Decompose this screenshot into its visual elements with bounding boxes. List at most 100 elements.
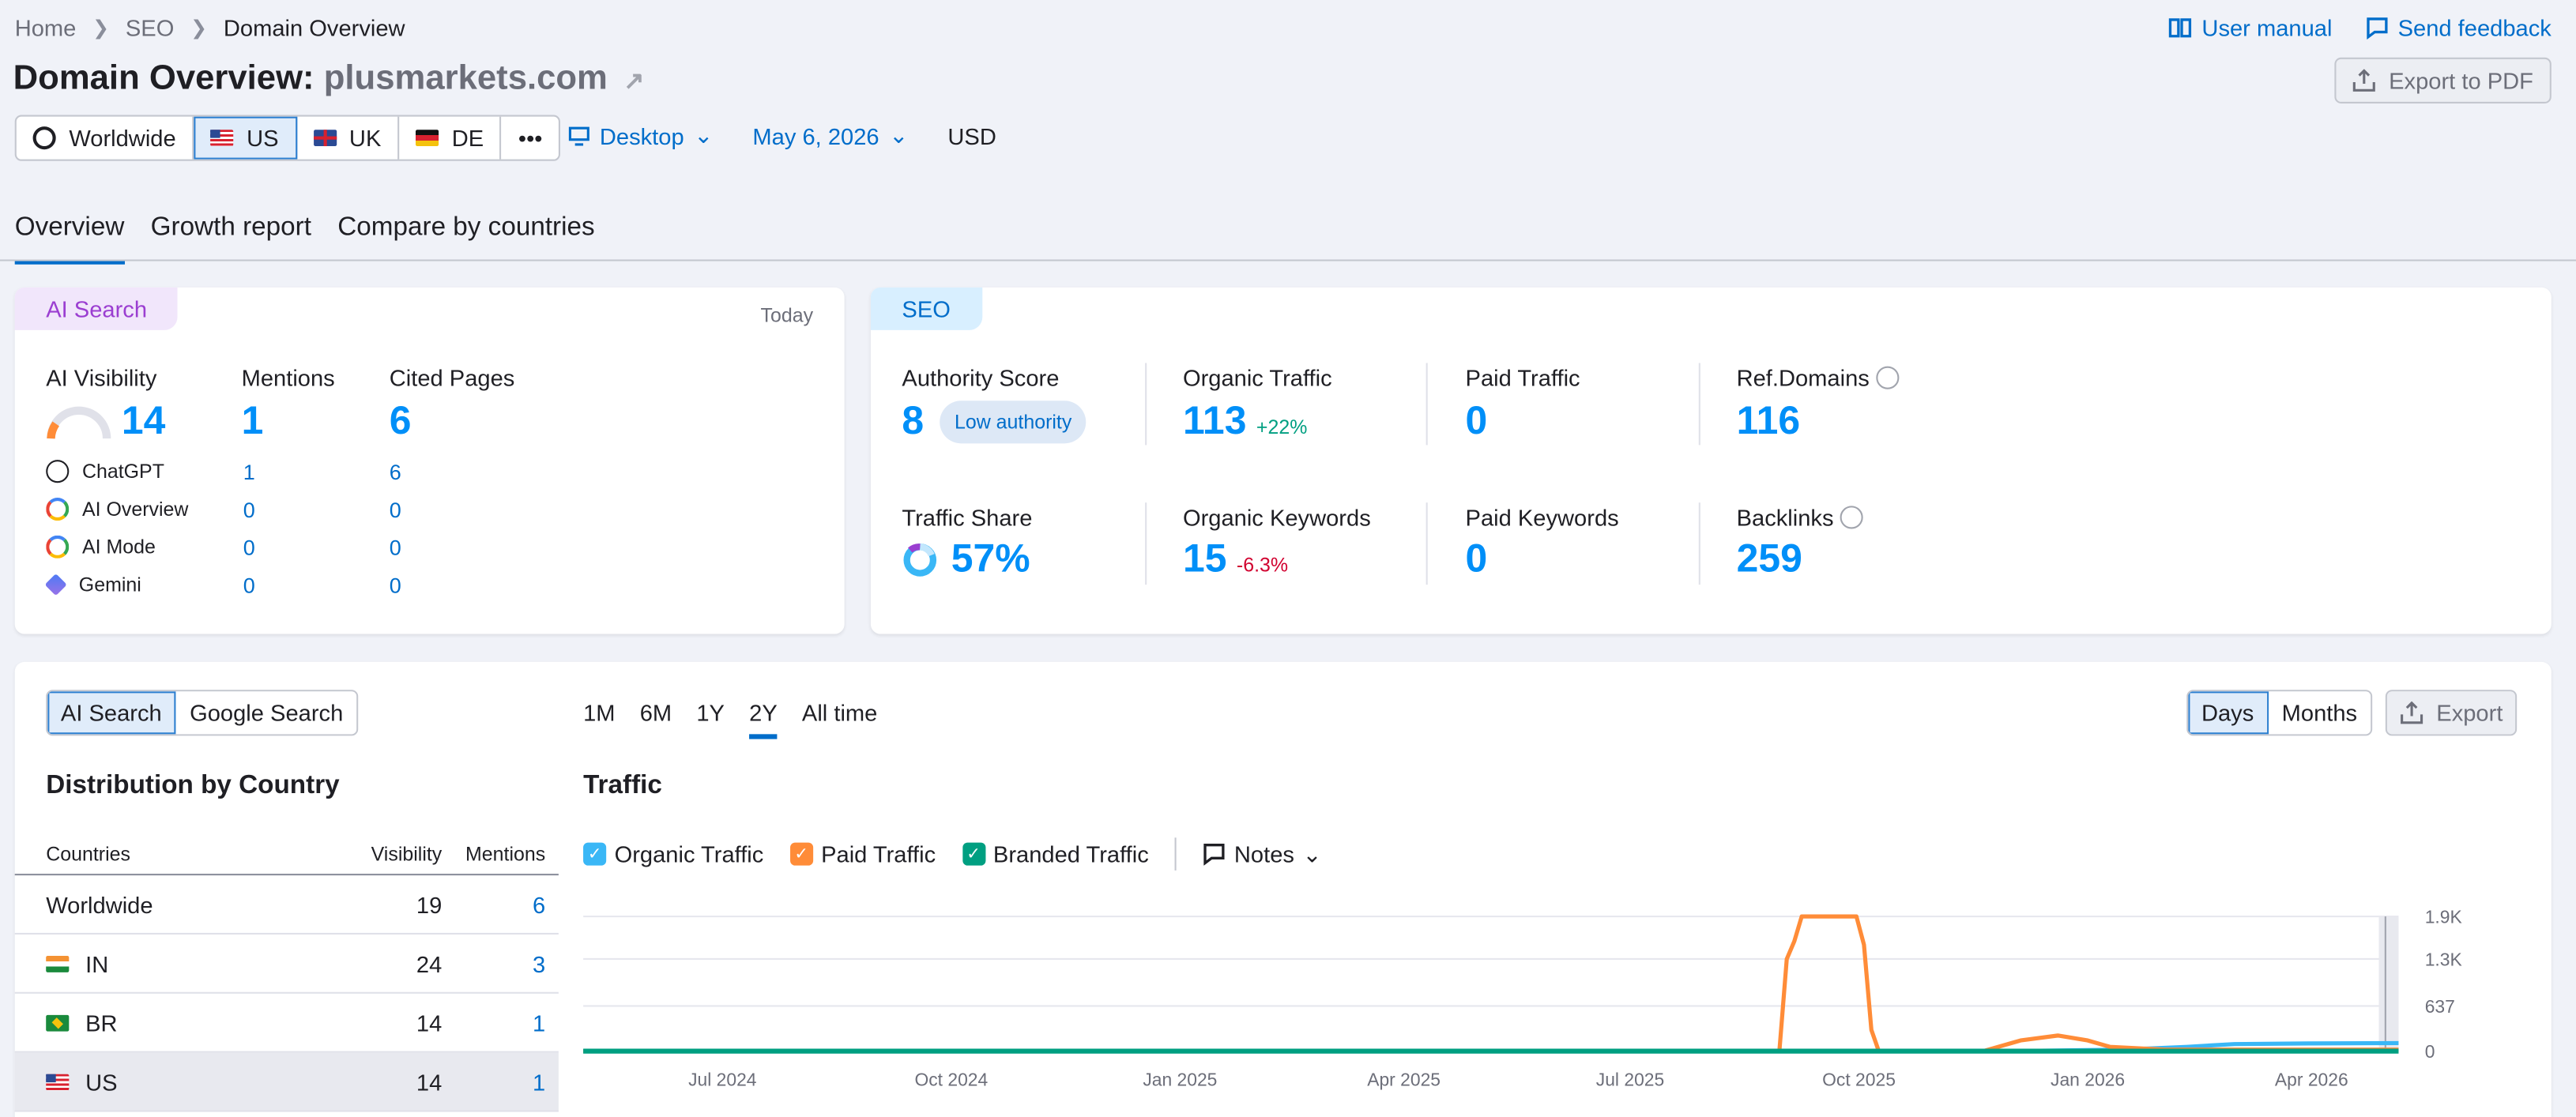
more-countries-button[interactable]: ••• (502, 117, 559, 160)
ai-row-cited[interactable]: 6 (389, 460, 401, 485)
table-row[interactable]: IN 24 3 (14, 935, 559, 994)
external-link-icon[interactable]: ↗ (623, 67, 645, 96)
ai-search-card: AI Search Today AI Visibility 14 Mention… (14, 287, 845, 634)
legend-organic[interactable]: ✓ Organic Traffic (583, 841, 763, 867)
globe-info-icon[interactable] (1840, 506, 1863, 529)
table-row[interactable]: US 14 1 (14, 1052, 559, 1112)
distribution-table: Countries Visibility Mentions Worldwide … (14, 833, 559, 1112)
legend-branded[interactable]: ✓ Branded Traffic (962, 841, 1149, 867)
country-uk[interactable]: UK (296, 116, 400, 160)
tab-compare-by-countries[interactable]: Compare by countries (337, 213, 595, 242)
ai-row-mentions[interactable]: 1 (243, 460, 255, 485)
chatgpt-icon (46, 460, 70, 483)
uk-flag-icon (313, 130, 337, 147)
ai-row-cited[interactable]: 0 (389, 573, 401, 598)
device-dropdown[interactable]: Desktop ⌄ (568, 122, 714, 149)
traffic-share-donut-icon (903, 543, 937, 577)
gemini-icon (44, 574, 67, 596)
row-mentions[interactable]: 1 (533, 1009, 546, 1036)
header-visibility[interactable]: Visibility (371, 841, 443, 865)
cited-pages-value[interactable]: 6 (389, 399, 412, 444)
chevron-right-icon: ❯ (92, 16, 110, 39)
ai-visibility-label: AI Visibility (46, 364, 157, 391)
export-pdf-button[interactable]: Export to PDF (2334, 57, 2552, 103)
notes-dropdown[interactable]: Notes ⌄ (1203, 840, 1322, 867)
google-icon (46, 535, 70, 558)
source-google-search[interactable]: Google Search (176, 691, 356, 735)
period-6m[interactable]: 6M (639, 699, 672, 726)
cited-pages-label: Cited Pages (389, 364, 515, 391)
organic-traffic-value[interactable]: 113 (1182, 399, 1247, 444)
ai-row-cited[interactable]: 0 (389, 497, 401, 523)
x-tick-label: Apr 2025 (1367, 1069, 1441, 1089)
breadcrumb-home[interactable]: Home (14, 14, 77, 41)
traffic-panel: AI Search Google Search Distribution by … (14, 661, 2552, 1117)
ai-row-mentions[interactable]: 0 (243, 497, 255, 523)
period-1m[interactable]: 1M (583, 699, 616, 726)
export-button-inner: Export (2386, 691, 2517, 735)
ai-row-mentions[interactable]: 0 (243, 535, 255, 560)
ref-domains-value[interactable]: 116 (1736, 399, 1801, 444)
x-tick-label: Jul 2025 (1596, 1069, 1664, 1089)
backlinks-label: Backlinks (1736, 504, 1834, 531)
header-countries[interactable]: Countries (46, 841, 130, 865)
row-mentions[interactable]: 6 (533, 890, 546, 918)
export-button[interactable]: Export (2385, 690, 2518, 736)
paid-traffic-value[interactable]: 0 (1465, 399, 1488, 444)
date-dropdown[interactable]: May 6, 2026 ⌄ (752, 122, 908, 149)
period-1y[interactable]: 1Y (696, 699, 725, 726)
globe-info-icon[interactable] (1876, 366, 1900, 389)
country-us[interactable]: US (194, 116, 297, 160)
user-manual-label: User manual (2201, 14, 2333, 41)
y-tick-label: 0 (2425, 1041, 2435, 1062)
authority-badge: Low authority (940, 401, 1087, 444)
series-line-paid-traffic[interactable] (583, 914, 2399, 1054)
legend-paid[interactable]: ✓ Paid Traffic (789, 841, 936, 867)
ai-visibility-value[interactable]: 14 (121, 399, 166, 444)
authority-score-value[interactable]: 8 (902, 399, 925, 444)
header-mentions[interactable]: Mentions (465, 841, 546, 865)
ai-row-ai-mode: AI Mode (46, 535, 156, 558)
mentions-value[interactable]: 1 (241, 399, 264, 444)
row-mentions[interactable]: 3 (533, 950, 546, 977)
granularity-months[interactable]: Months (2269, 691, 2371, 735)
tab-overview[interactable]: Overview (14, 213, 125, 265)
paid-keywords-value[interactable]: 0 (1465, 536, 1488, 581)
period-2y[interactable]: 2Y (749, 700, 778, 739)
row-country: IN (46, 950, 343, 976)
in-flag-icon (46, 954, 70, 972)
legend-label: Organic Traffic (614, 841, 764, 867)
ai-row-name: Gemini (78, 573, 141, 596)
br-flag-icon (46, 1014, 70, 1031)
divider (1425, 363, 1428, 446)
backlinks-value[interactable]: 259 (1736, 536, 1802, 581)
legend-label: Branded Traffic (992, 841, 1149, 867)
breadcrumb-seo[interactable]: SEO (125, 14, 175, 41)
granularity-days[interactable]: Days (2188, 691, 2269, 735)
table-row[interactable]: BR 14 1 (14, 994, 559, 1053)
source-ai-search[interactable]: AI Search (47, 691, 177, 735)
traffic-share-value[interactable]: 57% (951, 536, 1030, 581)
globe-icon (32, 126, 56, 150)
chevron-right-icon: ❯ (190, 16, 208, 39)
country-worldwide[interactable]: Worldwide (17, 116, 194, 160)
row-mentions[interactable]: 1 (533, 1068, 546, 1095)
y-tick-label: 1.3K (2425, 949, 2462, 969)
period-all-time[interactable]: All time (801, 699, 878, 726)
chart-legend: ✓ Organic Traffic ✓ Paid Traffic ✓ Branded … (583, 837, 1322, 871)
comment-icon (1203, 844, 1226, 866)
ai-row-cited[interactable]: 0 (389, 535, 401, 560)
tabs: Overview Growth report Compare by countr… (14, 213, 595, 265)
organic-keywords-value[interactable]: 15 (1182, 536, 1227, 581)
page-title-domain[interactable]: plusmarkets.com (323, 58, 608, 97)
country-label: DE (451, 125, 484, 152)
user-manual-link[interactable]: User manual (2169, 14, 2333, 41)
ai-row-mentions[interactable]: 0 (243, 573, 255, 598)
send-feedback-link[interactable]: Send feedback (2365, 15, 2552, 41)
tab-growth-report[interactable]: Growth report (150, 213, 311, 242)
traffic-chart[interactable]: Jul 2024 Oct 2024 Jan 2025 Apr 2025 Jul 2025… (583, 892, 2538, 1105)
table-row[interactable]: Worldwide 19 6 (14, 875, 559, 935)
country-de[interactable]: DE (399, 116, 503, 160)
traffic-share-label: Traffic Share (902, 504, 1033, 531)
row-visibility: 14 (416, 1068, 443, 1095)
